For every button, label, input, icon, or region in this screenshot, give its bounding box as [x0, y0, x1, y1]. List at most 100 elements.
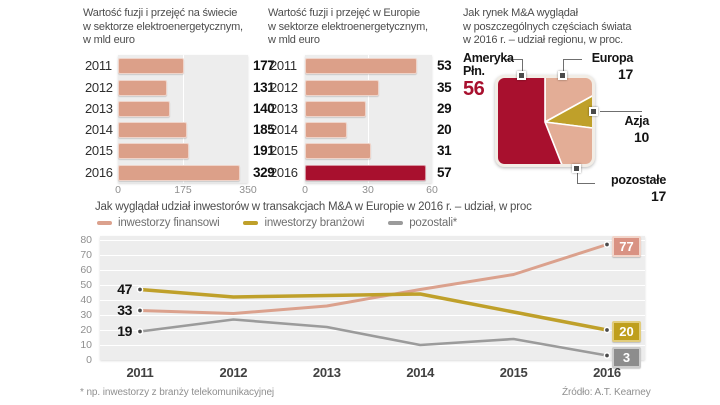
bar-row: 2014 185 [85, 119, 275, 140]
bar-row: 2011 177 [85, 55, 275, 76]
label-line: Ameryka [463, 51, 514, 65]
pie-marker [558, 71, 567, 80]
gridline [100, 330, 645, 331]
legend-label: inwestorzy finansowi [118, 217, 220, 229]
axis-tick: 350 [239, 184, 257, 196]
bar-value: 191 [253, 143, 275, 158]
pie-label-pozostale: pozostałe [611, 173, 666, 187]
pie-value-pozostale: 17 [651, 188, 666, 204]
title-line: Wartość fuzji i przejęć w Europie [268, 7, 420, 19]
bar [118, 100, 170, 117]
bar-track [305, 79, 432, 96]
gridline [100, 255, 645, 256]
y-axis-tick: 40 [80, 294, 92, 306]
connector-line [563, 59, 564, 73]
bar-value: 57 [437, 165, 452, 180]
pie-value-ameryka: 56 [463, 78, 485, 100]
gridline [368, 55, 369, 183]
bar-value: 177 [253, 58, 275, 73]
y-axis-tick: 20 [80, 324, 92, 336]
bar-row: 2013 29 [270, 98, 452, 119]
connector-line [563, 59, 582, 60]
bar-track [305, 164, 432, 181]
year-label: 2011 [270, 58, 297, 73]
pie-value-europa: 17 [618, 66, 633, 82]
y-axis-tick: 60 [80, 264, 92, 276]
pie-slice-pozostale [544, 121, 594, 166]
world-chart-plot-area [118, 55, 248, 183]
year-label: 2012 [85, 80, 113, 95]
bar-row: 2013 140 [85, 98, 275, 119]
label-line: Płn. [463, 64, 485, 78]
bar [118, 121, 187, 138]
pie-label-azja: Azja [624, 114, 649, 128]
legend-dash-icon [388, 221, 404, 225]
bar-row: 2015 31 [270, 140, 452, 161]
series-end-value: 3 [612, 346, 641, 368]
gridline [100, 285, 645, 286]
legend-dash-icon [243, 221, 259, 225]
y-axis-tick: 50 [80, 279, 92, 291]
bar-value: 131 [253, 80, 275, 95]
gridline [100, 300, 645, 301]
gridline [100, 270, 645, 271]
bar-track [118, 57, 248, 74]
axis-tick: 0 [115, 184, 121, 196]
legend: inwestorzy finansowi inwestorzy branżowi… [97, 217, 457, 229]
title-line: Jak rynek M&A wyglądał [463, 7, 578, 19]
year-label: 2014 [85, 122, 113, 137]
y-axis-tick: 0 [86, 354, 92, 366]
bar-value: 31 [437, 143, 452, 158]
bar-track [305, 142, 432, 159]
bar [305, 121, 348, 138]
region-pie-chart [495, 75, 595, 167]
axis-tick: 0 [302, 184, 308, 196]
series-start-value: 47 [117, 280, 132, 297]
legend-item-branzowi: inwestorzy branżowi [243, 217, 364, 229]
x-axis-tick: 2016 [593, 365, 621, 380]
bar [305, 57, 418, 74]
bar-track [305, 57, 432, 74]
x-axis-tick: 2015 [499, 365, 528, 380]
bar-row: 2014 20 [270, 119, 452, 140]
year-label: 2013 [85, 101, 113, 116]
legend-dash-icon [97, 221, 112, 225]
bar-row: 2012 131 [85, 77, 275, 98]
pie-marker [589, 107, 598, 116]
world-chart-x-axis: 0 175 350 [115, 184, 258, 196]
year-label: 2011 [85, 58, 112, 73]
bar-track [118, 164, 248, 181]
bar-value: 53 [437, 58, 452, 73]
title-line: w mld euro [83, 34, 135, 46]
legend-label: pozostali* [409, 217, 458, 229]
bar-highlighted [305, 164, 426, 181]
y-axis-tick: 80 [80, 234, 92, 246]
bar [305, 79, 380, 96]
bar-track [305, 121, 432, 138]
year-label: 2015 [270, 143, 298, 158]
bar [118, 57, 184, 74]
bar-value: 140 [253, 101, 275, 116]
bar [118, 79, 167, 96]
bar-track [118, 121, 248, 138]
bar-row: 2012 35 [270, 77, 452, 98]
y-axis-tick: 10 [80, 339, 92, 351]
bar-row: 2011 53 [270, 55, 452, 76]
gridline [100, 315, 645, 316]
axis-tick: 175 [174, 184, 192, 196]
bar-row: 2016 329 [85, 162, 275, 183]
year-label: 2013 [270, 101, 298, 116]
europe-chart-x-axis: 0 30 60 [302, 184, 445, 196]
bar-value: 29 [437, 101, 452, 116]
connector-line [577, 183, 595, 184]
series-start-value: 33 [117, 301, 132, 318]
title-line: Wartość fuzji i przejęć na świecie [83, 7, 238, 19]
bar [118, 164, 241, 181]
x-axis-tick: 2011 [126, 365, 154, 380]
europe-chart-title: Wartość fuzji i przejęć w Europie w sekt… [268, 7, 456, 48]
bar-row: 2015 191 [85, 140, 275, 161]
bar-track [118, 79, 248, 96]
connector-line [505, 59, 523, 60]
legend-label: inwestorzy branżowi [264, 217, 365, 229]
legend-item-finansowi: inwestorzy finansowi [97, 217, 220, 229]
